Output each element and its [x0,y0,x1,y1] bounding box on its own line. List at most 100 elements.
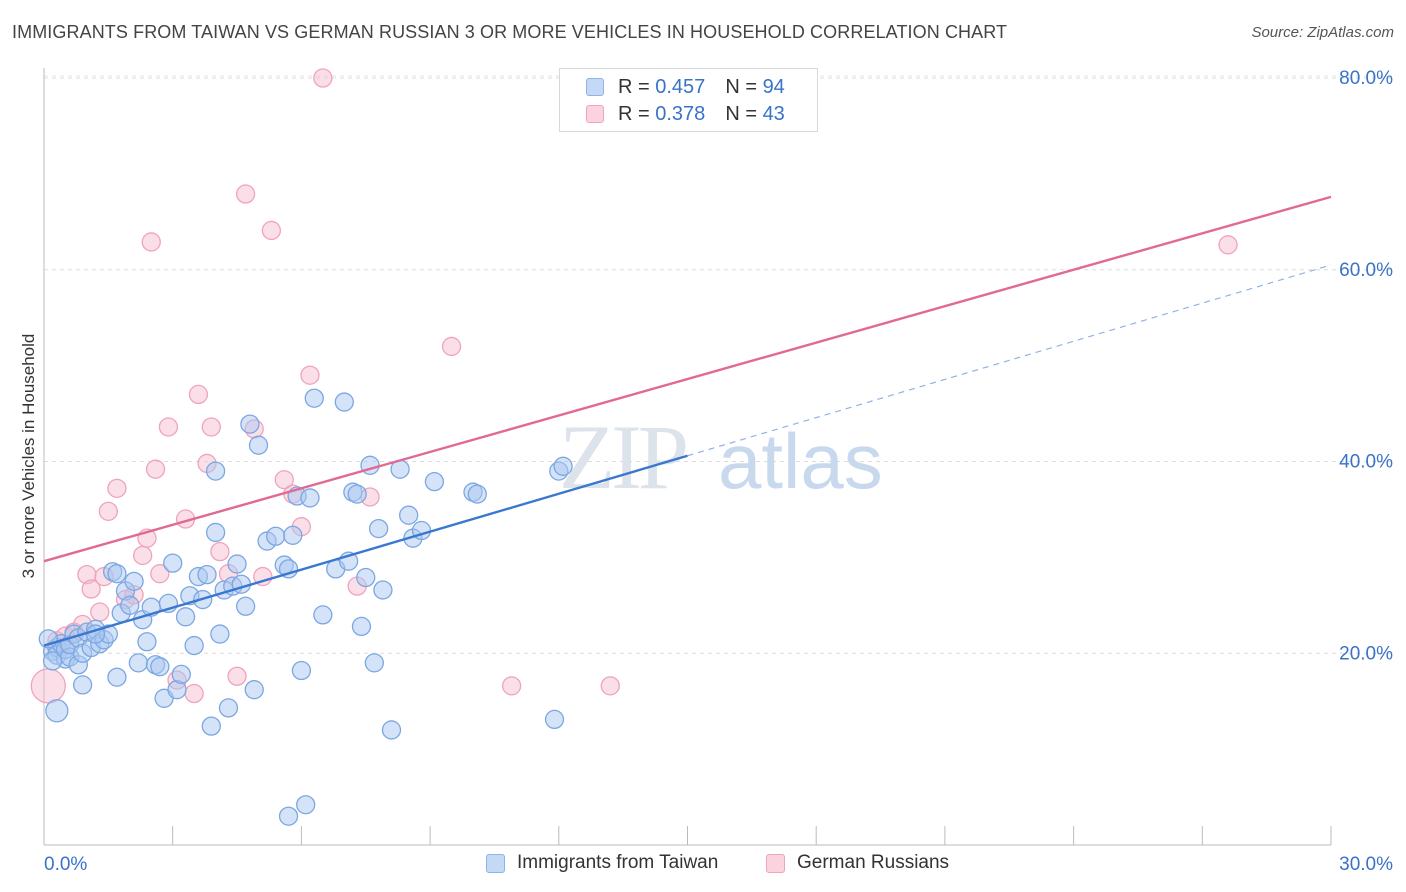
point-immigrants-from-taiwan [291,660,312,681]
point-immigrants-from-taiwan [205,522,226,543]
point-german-russians [184,683,204,704]
swatch-taiwan [586,78,604,96]
legend-swatch-taiwan [486,853,505,873]
watermark: ZIP atlas [559,406,883,508]
point-immigrants-from-taiwan [266,526,286,546]
point-german-russians [600,676,620,696]
point-german-russians [261,220,282,241]
point-immigrants-from-taiwan [137,632,157,652]
r-label: R = [618,102,650,125]
point-german-russians [201,417,221,437]
point-german-russians [1218,235,1238,255]
point-german-russians [81,579,101,599]
swatch-german-russians [586,105,604,123]
x-tick-label: 0.0% [44,854,87,875]
n-label: N = [725,102,757,125]
point-immigrants-from-taiwan [227,554,247,574]
point-immigrants-from-taiwan [218,698,239,718]
point-german-russians [210,541,230,562]
point-immigrants-from-taiwan [124,571,144,591]
point-german-russians [133,545,153,566]
point-immigrants-from-taiwan [398,505,419,525]
point-immigrants-from-taiwan [300,488,320,508]
point-german-russians [98,501,118,522]
legend-item-german-russians: German Russians [766,852,949,874]
r-value: 0.457 [655,75,706,98]
point-immigrants-from-taiwan [175,607,196,627]
point-immigrants-from-taiwan [45,699,69,723]
point-immigrants-from-taiwan [163,553,183,573]
point-immigrants-from-taiwan [356,567,376,588]
point-immigrants-from-taiwan [244,680,264,700]
point-immigrants-from-taiwan [72,675,93,695]
legend-label-taiwan: Immigrants from Taiwan [517,852,719,873]
point-german-russians [313,68,333,88]
point-german-russians [235,184,256,204]
legend-swatch-german-russians [766,853,785,873]
point-german-russians [107,478,127,498]
point-german-russians [300,365,320,385]
point-immigrants-from-taiwan [231,574,251,594]
point-immigrants-from-taiwan [313,605,333,625]
stats-legend: R = 0.457 N = 94 R = 0.378 N = 43 [559,68,818,132]
trend-extension-immigrants-from-taiwan [687,264,1332,457]
point-immigrants-from-taiwan [467,484,487,504]
point-immigrants-from-taiwan [42,651,63,671]
point-german-russians [150,564,170,584]
y-tick-label: 20.0% [1339,643,1393,664]
trend-lines [43,195,1332,647]
point-german-russians [145,459,166,479]
y-tick-label: 60.0% [1339,260,1393,281]
point-immigrants-from-taiwan [364,653,384,673]
series-german-russians [30,68,1238,704]
point-immigrants-from-taiwan [278,559,299,579]
point-immigrants-from-taiwan [107,667,127,687]
x-tick-label: 30.0% [1339,854,1393,875]
n-value: 94 [762,75,785,98]
y-tick-label: 40.0% [1339,452,1393,473]
trend-line-immigrants-from-taiwan [43,454,688,647]
y-axis-label: 3 or more Vehicles in Household [19,334,38,579]
point-german-russians [227,666,247,686]
y-tick-label: 80.0% [1339,68,1393,89]
chart-title: IMMIGRANTS FROM TAIWAN VS GERMAN RUSSIAN… [12,22,1008,42]
point-immigrants-from-taiwan [278,806,299,826]
point-immigrants-from-taiwan [424,471,445,492]
point-german-russians [158,417,179,437]
point-immigrants-from-taiwan [201,716,221,736]
point-immigrants-from-taiwan [334,392,354,412]
point-immigrants-from-taiwan [373,580,393,600]
point-immigrants-from-taiwan [368,518,389,539]
point-immigrants-from-taiwan [210,624,230,644]
point-immigrants-from-taiwan [107,564,127,584]
series-legend: Immigrants from Taiwan German Russians [0,852,1406,878]
point-german-russians [274,470,294,490]
trend-line-german-russians [43,195,1332,563]
point-immigrants-from-taiwan [553,456,573,476]
source-label: Source: ZipAtlas.com [1251,24,1394,41]
point-immigrants-from-taiwan [347,484,367,504]
series-immigrants-from-taiwan [38,388,573,826]
point-immigrants-from-taiwan [248,435,269,455]
point-immigrants-from-taiwan [304,388,324,408]
point-immigrants-from-taiwan [240,414,260,434]
stats-row-german-russians: R = 0.378 N = 43 [586,102,785,126]
tick-labels: 20.0% 40.0% 60.0% 80.0% 0.0% 30.0% [44,68,1393,875]
point-immigrants-from-taiwan [296,795,316,815]
point-german-russians [441,336,462,357]
gridlines [44,75,1393,654]
point-german-russians [30,668,66,704]
r-value: 0.378 [655,102,706,125]
point-immigrants-from-taiwan [351,616,372,637]
n-label: N = [725,75,757,98]
point-immigrants-from-taiwan [235,596,256,616]
watermark-zip: ZIP [559,406,686,508]
point-immigrants-from-taiwan [197,564,217,585]
legend-item-taiwan: Immigrants from Taiwan [486,852,718,874]
point-immigrants-from-taiwan [381,720,402,740]
point-immigrants-from-taiwan [184,635,204,656]
point-immigrants-from-taiwan [120,595,140,615]
point-immigrants-from-taiwan [150,657,170,677]
point-immigrants-from-taiwan [205,461,226,481]
